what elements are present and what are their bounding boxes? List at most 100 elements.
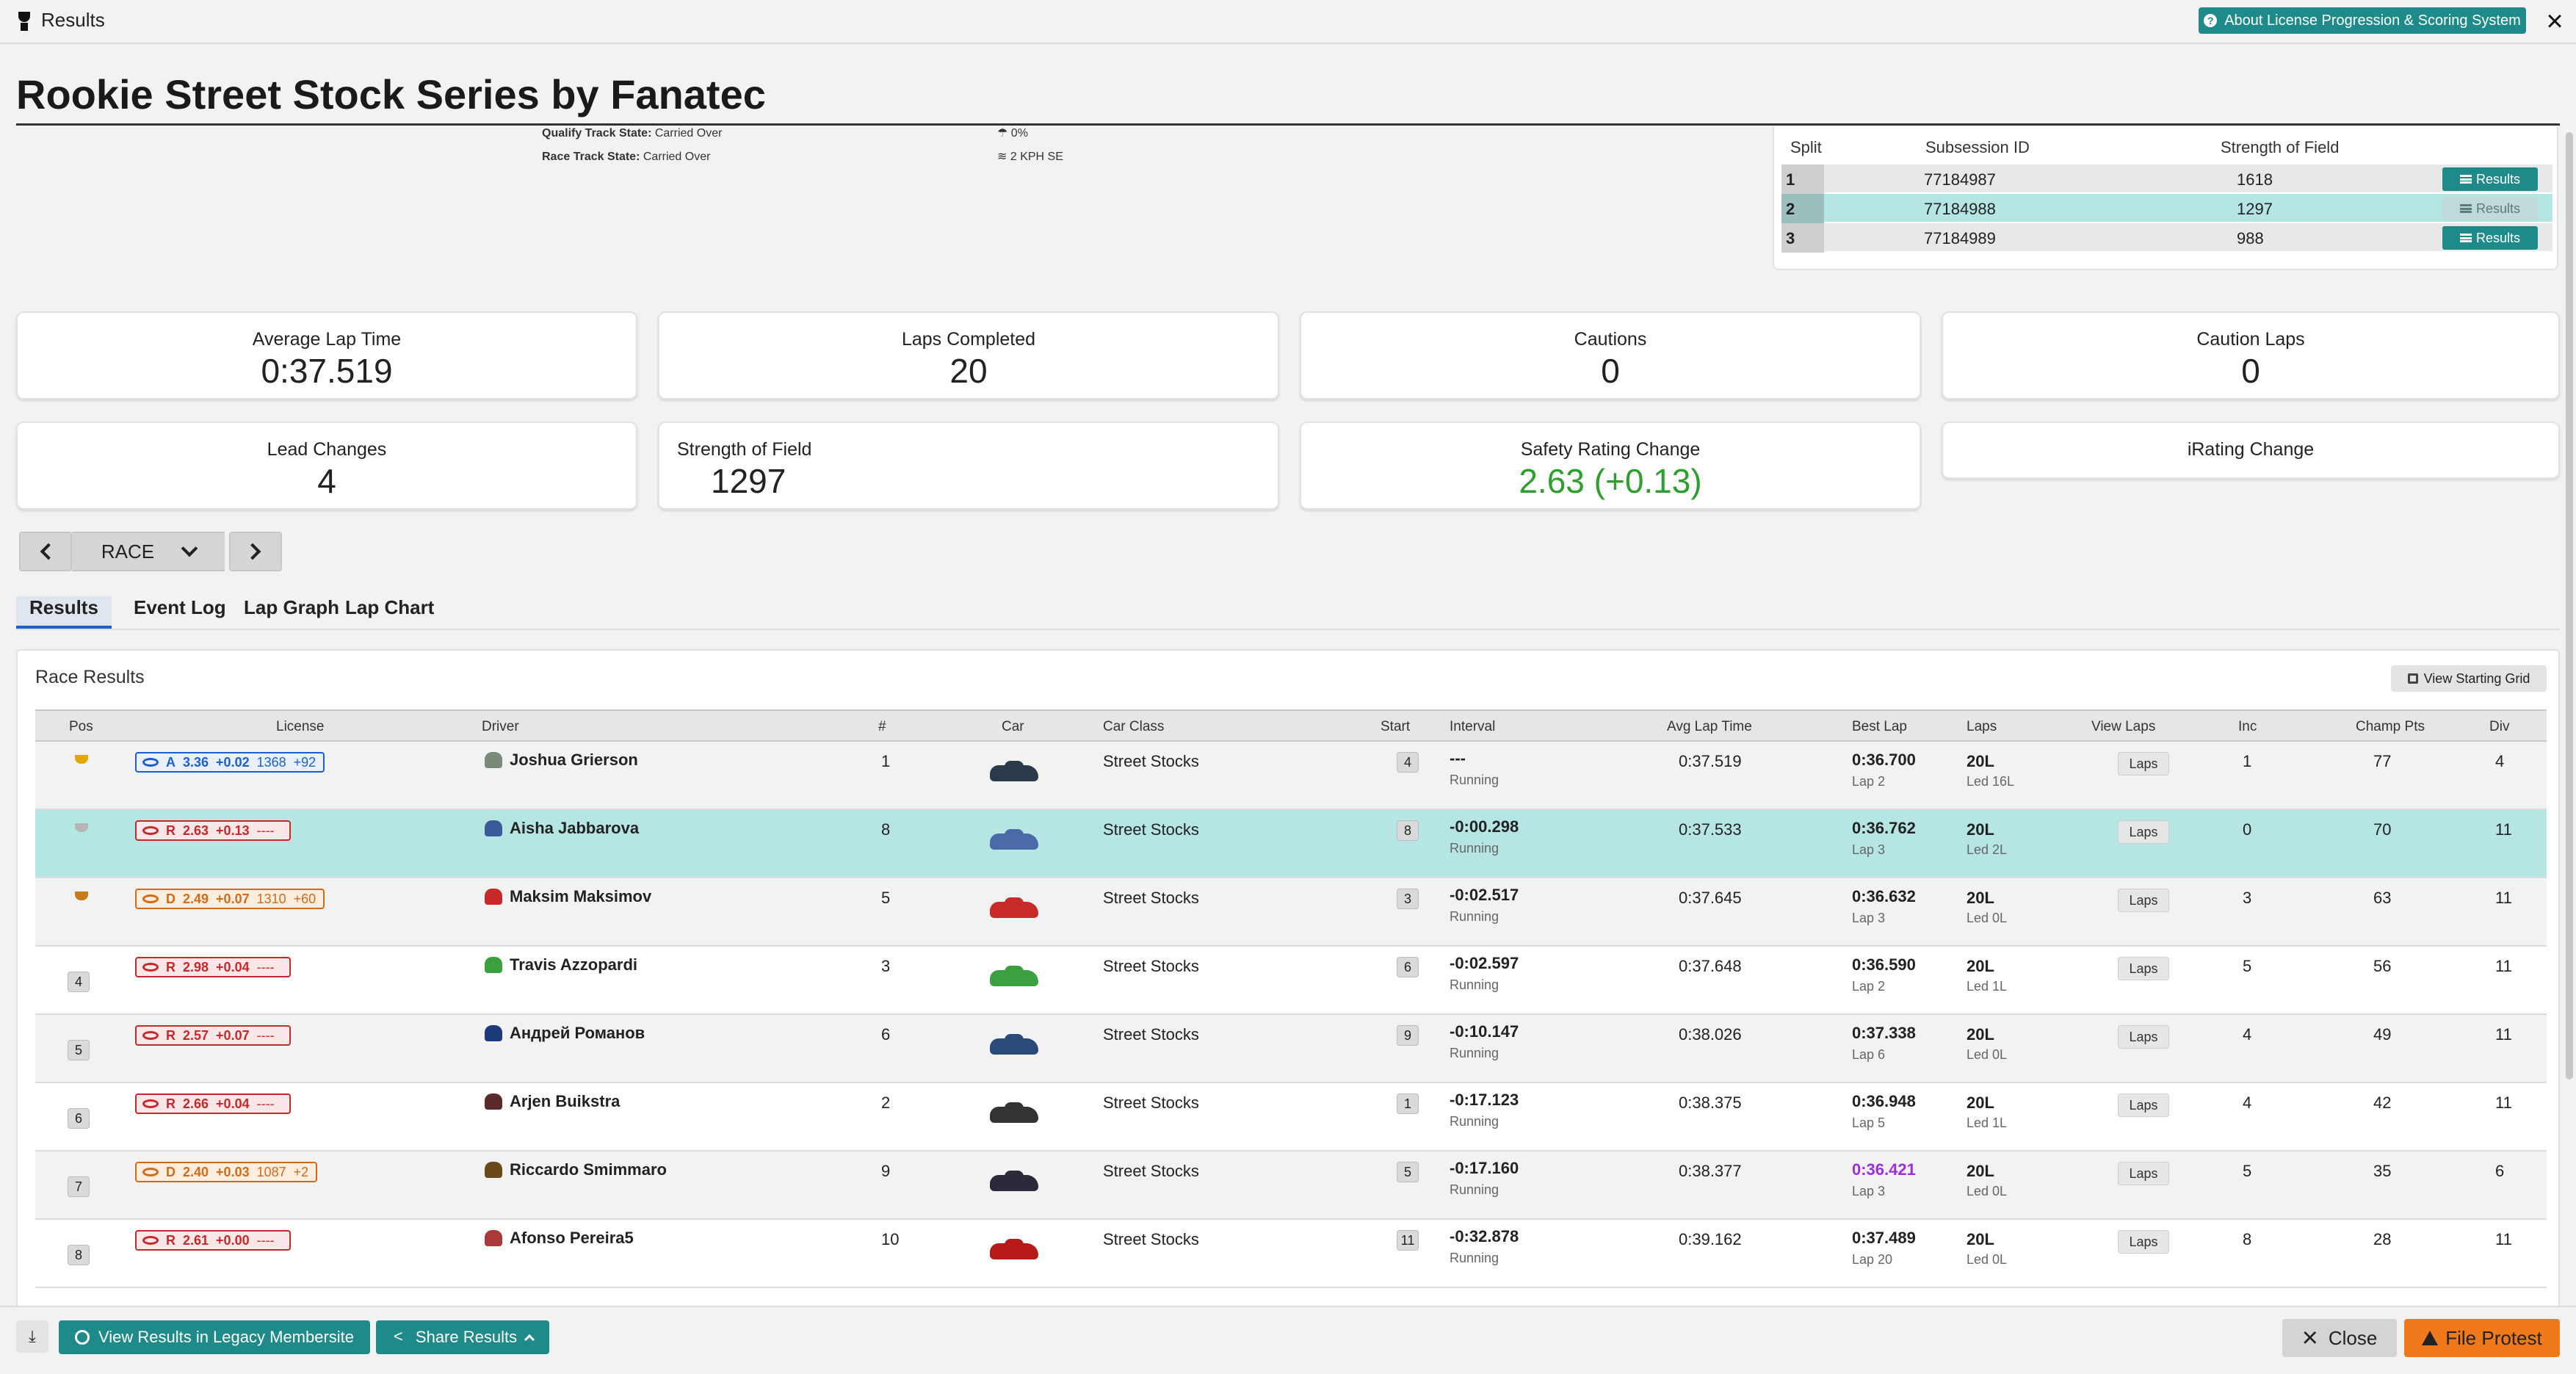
list-icon xyxy=(2459,204,2472,213)
driver-name[interactable]: Maksim Maksimov xyxy=(510,887,652,905)
split-results-label: Results xyxy=(2475,171,2521,187)
col-laps[interactable]: Laps xyxy=(1967,719,1997,734)
download-button[interactable]: ⤓ xyxy=(16,1320,48,1353)
start-position-badge: 9 xyxy=(1397,1025,1419,1046)
view-laps-button[interactable]: Laps xyxy=(2118,957,2169,980)
car-icon xyxy=(990,761,1038,781)
start-position-badge: 8 xyxy=(1397,820,1419,841)
split-results-button[interactable]: Results xyxy=(2442,226,2538,250)
license-sr: 2.61 xyxy=(183,1232,209,1248)
col-driver[interactable]: Driver xyxy=(482,719,519,734)
interval: -0:32.878 xyxy=(1450,1227,1519,1245)
col-start[interactable]: Start xyxy=(1381,719,1411,734)
col-number[interactable]: # xyxy=(878,719,886,734)
car-class: Street Stocks xyxy=(1103,1025,1199,1044)
tab-lap-graph[interactable]: Lap Graph xyxy=(231,596,352,629)
division: 11 xyxy=(2495,1230,2512,1248)
scrollbar[interactable] xyxy=(2566,132,2573,1080)
driver-name[interactable]: Riccardo Smimmaro xyxy=(510,1160,667,1179)
run-status: Running xyxy=(1450,841,1499,856)
start-position-badge: 11 xyxy=(1397,1230,1419,1251)
car-number: 8 xyxy=(881,820,891,839)
table-row[interactable]: D 2.49 +0.07 1310 +60 Maksim Maksimov 5 … xyxy=(35,878,2547,947)
race-state-label: Race Track State: xyxy=(542,151,640,163)
helmet-icon xyxy=(485,1162,502,1178)
license-sr: 2.49 xyxy=(183,891,209,906)
col-view-laps[interactable]: View Laps xyxy=(2091,719,2156,734)
laps-completed: 20L xyxy=(1967,752,1994,770)
table-row[interactable]: R 2.63 +0.13 ---- Aisha Jabbarova 8 Stre… xyxy=(35,810,2547,878)
wind-value: 2 KPH SE xyxy=(1010,151,1063,163)
next-session-button[interactable] xyxy=(229,532,282,571)
view-laps-button[interactable]: Laps xyxy=(2118,752,2169,775)
avg-lap-time: 0:38.026 xyxy=(1679,1025,1742,1044)
interval: -0:17.160 xyxy=(1450,1159,1519,1177)
view-laps-button[interactable]: Laps xyxy=(2118,1025,2169,1049)
position-badge: 5 xyxy=(68,1040,90,1060)
license-irating: 1087 xyxy=(256,1164,286,1179)
tab-results[interactable]: Results xyxy=(16,596,112,629)
interval: --- xyxy=(1450,749,1466,767)
view-laps-button[interactable]: Laps xyxy=(2118,820,2169,844)
view-laps-button[interactable]: Laps xyxy=(2118,1093,2169,1117)
split-results-button[interactable]: Results xyxy=(2442,167,2538,191)
tab-lap-chart[interactable]: Lap Chart xyxy=(332,596,447,629)
col-car[interactable]: Car xyxy=(1002,719,1024,734)
chevron-left-icon xyxy=(40,543,57,560)
table-row[interactable]: 6 R 2.66 +0.04 ---- Arjen Buikstra 2 Str… xyxy=(35,1083,2547,1151)
table-row[interactable]: A 3.36 +0.02 1368 +92 Joshua Grierson 1 … xyxy=(35,742,2547,810)
view-starting-grid-button[interactable]: View Starting Grid xyxy=(2391,665,2547,692)
license-class: R xyxy=(166,1027,176,1043)
col-div[interactable]: Div xyxy=(2489,719,2510,734)
col-interval[interactable]: Interval xyxy=(1450,719,1496,734)
table-row[interactable]: 8 R 2.61 +0.00 ---- Afonso Pereira5 10 S… xyxy=(35,1220,2547,1288)
share-results-button[interactable]: Share Results xyxy=(376,1320,549,1354)
window-title-text: Results xyxy=(41,9,105,31)
trophy-icon xyxy=(75,823,88,832)
tab-event-log[interactable]: Event Log xyxy=(120,596,239,629)
driver-name[interactable]: Afonso Pereira5 xyxy=(510,1229,634,1247)
about-license-button[interactable]: ? About License Progression & Scoring Sy… xyxy=(2199,7,2526,34)
car-icon xyxy=(990,1034,1038,1055)
view-laps-label: Laps xyxy=(2129,1097,2158,1113)
view-legacy-button[interactable]: View Results in Legacy Membersite xyxy=(59,1320,370,1354)
col-car-class[interactable]: Car Class xyxy=(1103,719,1165,734)
driver-name[interactable]: Joshua Grierson xyxy=(510,751,638,769)
driver-name[interactable]: Андрей Романов xyxy=(510,1024,645,1042)
col-license[interactable]: License xyxy=(276,719,325,734)
prev-session-button[interactable] xyxy=(19,532,72,571)
table-row[interactable]: 5 R 2.57 +0.07 ---- Андрей Романов 6 Str… xyxy=(35,1015,2547,1083)
laps-completed: 20L xyxy=(1967,1093,1994,1112)
col-best-lap[interactable]: Best Lap xyxy=(1852,719,1907,734)
driver-name[interactable]: Aisha Jabbarova xyxy=(510,819,640,837)
helmet-icon xyxy=(485,889,502,905)
split-results-button-disabled: Results xyxy=(2442,197,2538,220)
license-sr-delta: +0.07 xyxy=(216,1027,250,1043)
laps-led: Led 0L xyxy=(1967,1252,2008,1267)
col-inc[interactable]: Inc xyxy=(2238,719,2257,734)
trophy-icon xyxy=(16,11,32,31)
view-laps-button[interactable]: Laps xyxy=(2118,889,2169,912)
view-laps-button[interactable]: Laps xyxy=(2118,1230,2169,1254)
close-button[interactable]: × Close xyxy=(2282,1319,2397,1357)
col-pos[interactable]: Pos xyxy=(69,719,93,734)
stat-label: Laps Completed xyxy=(901,329,1036,350)
car-number: 1 xyxy=(881,752,891,770)
col-avg-lap-time[interactable]: Avg Lap Time xyxy=(1667,719,1752,734)
license-sr-delta: +0.13 xyxy=(216,822,250,838)
table-row[interactable]: 4 R 2.98 +0.04 ---- Travis Azzopardi 3 S… xyxy=(35,947,2547,1015)
col-champ-pts[interactable]: Champ Pts xyxy=(2356,719,2425,734)
car-icon xyxy=(990,1102,1038,1123)
driver-name[interactable]: Travis Azzopardi xyxy=(510,955,638,974)
car-icon xyxy=(990,966,1038,986)
laps-completed: 20L xyxy=(1967,957,1994,975)
precip-icon: ☂ xyxy=(997,127,1008,140)
table-row[interactable]: 7 D 2.40 +0.03 1087 +2 Riccardo Smimmaro… xyxy=(35,1151,2547,1220)
driver-name[interactable]: Arjen Buikstra xyxy=(510,1092,621,1110)
close-window-icon[interactable]: × xyxy=(2546,5,2564,37)
session-select[interactable]: RACE xyxy=(72,532,225,571)
license-badge: A 3.36 +0.02 1368 +92 xyxy=(135,752,325,773)
car-number: 2 xyxy=(881,1093,891,1112)
file-protest-button[interactable]: File Protest xyxy=(2404,1319,2560,1357)
view-laps-button[interactable]: Laps xyxy=(2118,1162,2169,1185)
